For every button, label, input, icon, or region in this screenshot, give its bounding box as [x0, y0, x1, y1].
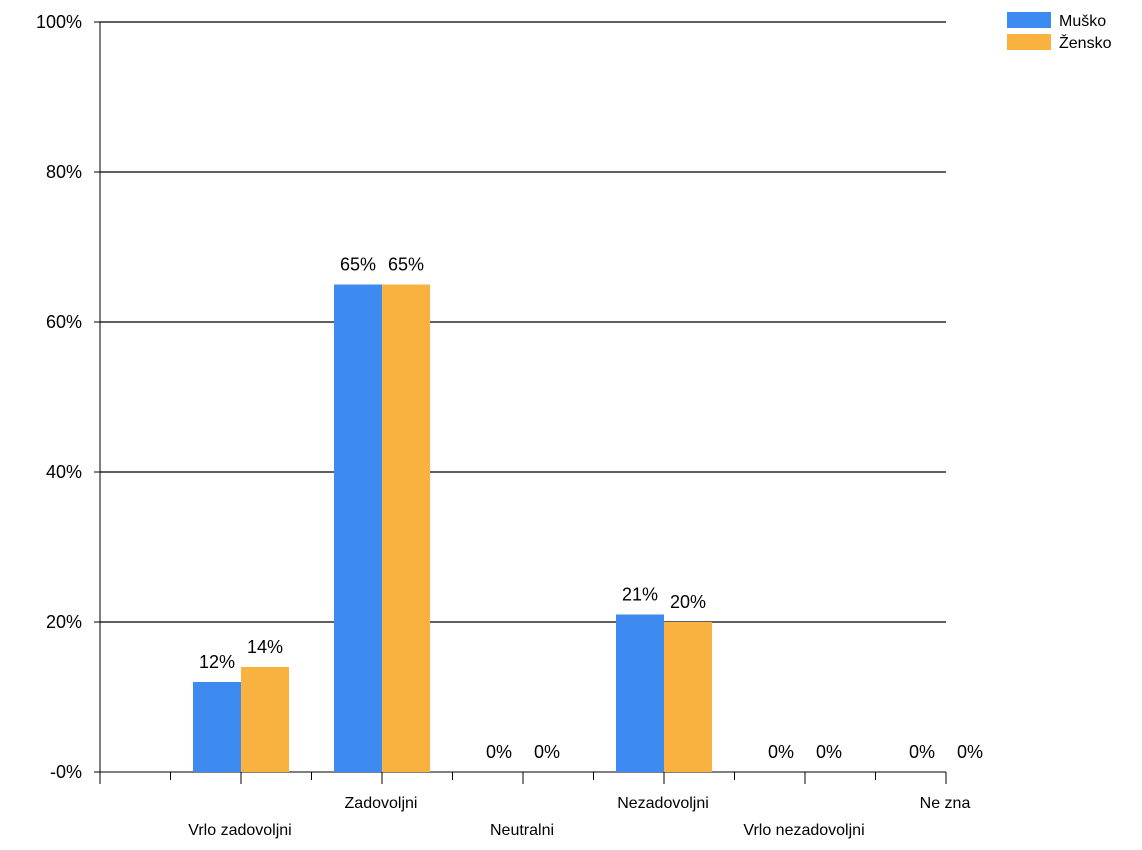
data-label: 0% [534, 742, 560, 762]
data-label: 65% [388, 255, 424, 275]
data-label: 0% [909, 742, 935, 762]
data-label: 0% [957, 742, 983, 762]
legend: Muško Žensko [1007, 12, 1112, 52]
data-label: 0% [768, 742, 794, 762]
labels-layer: 12% 65% 0% 21% 0% 0% 14% 65% 0% 20% 0% 0% [199, 255, 983, 763]
x-category-label: Nezadovoljni [617, 795, 709, 812]
data-label: 20% [670, 592, 706, 612]
data-label: 0% [816, 742, 842, 762]
bar-musko [193, 682, 241, 772]
y-tick-label: 40% [46, 462, 82, 482]
bar-zensko [241, 667, 289, 772]
data-label: 14% [247, 637, 283, 657]
x-category-label: Neutralni [490, 822, 554, 839]
x-category-label: Zadovoljni [345, 795, 418, 812]
bars-layer [193, 284, 712, 772]
data-label: 12% [199, 652, 235, 672]
bar-zensko [382, 284, 430, 772]
data-label: 0% [486, 742, 512, 762]
data-label: 21% [622, 585, 658, 605]
x-category-label: Vrlo zadovoljni [188, 822, 291, 839]
data-label: 65% [340, 255, 376, 275]
legend-label: Muško [1059, 13, 1106, 30]
legend-swatch [1007, 34, 1051, 50]
y-tick-label: 80% [46, 162, 82, 182]
grid-layer [100, 21, 946, 623]
bar-zensko [664, 622, 712, 772]
bar-musko [334, 284, 382, 772]
x-category-label: Ne zna [920, 795, 971, 812]
y-tick-label: -0% [50, 762, 82, 782]
legend-swatch [1007, 12, 1051, 28]
y-tick-label: 60% [46, 312, 82, 332]
bar-musko [616, 614, 664, 772]
legend-label: Žensko [1059, 33, 1112, 52]
y-tick-label: 100% [36, 12, 82, 32]
x-category-label: Vrlo nezadovoljni [743, 822, 864, 839]
axis-layer: -0% 20% 40% 60% 80% 100% Vrlo zadovoljni Zadovo… [36, 12, 970, 839]
y-tick-label: 20% [46, 612, 82, 632]
